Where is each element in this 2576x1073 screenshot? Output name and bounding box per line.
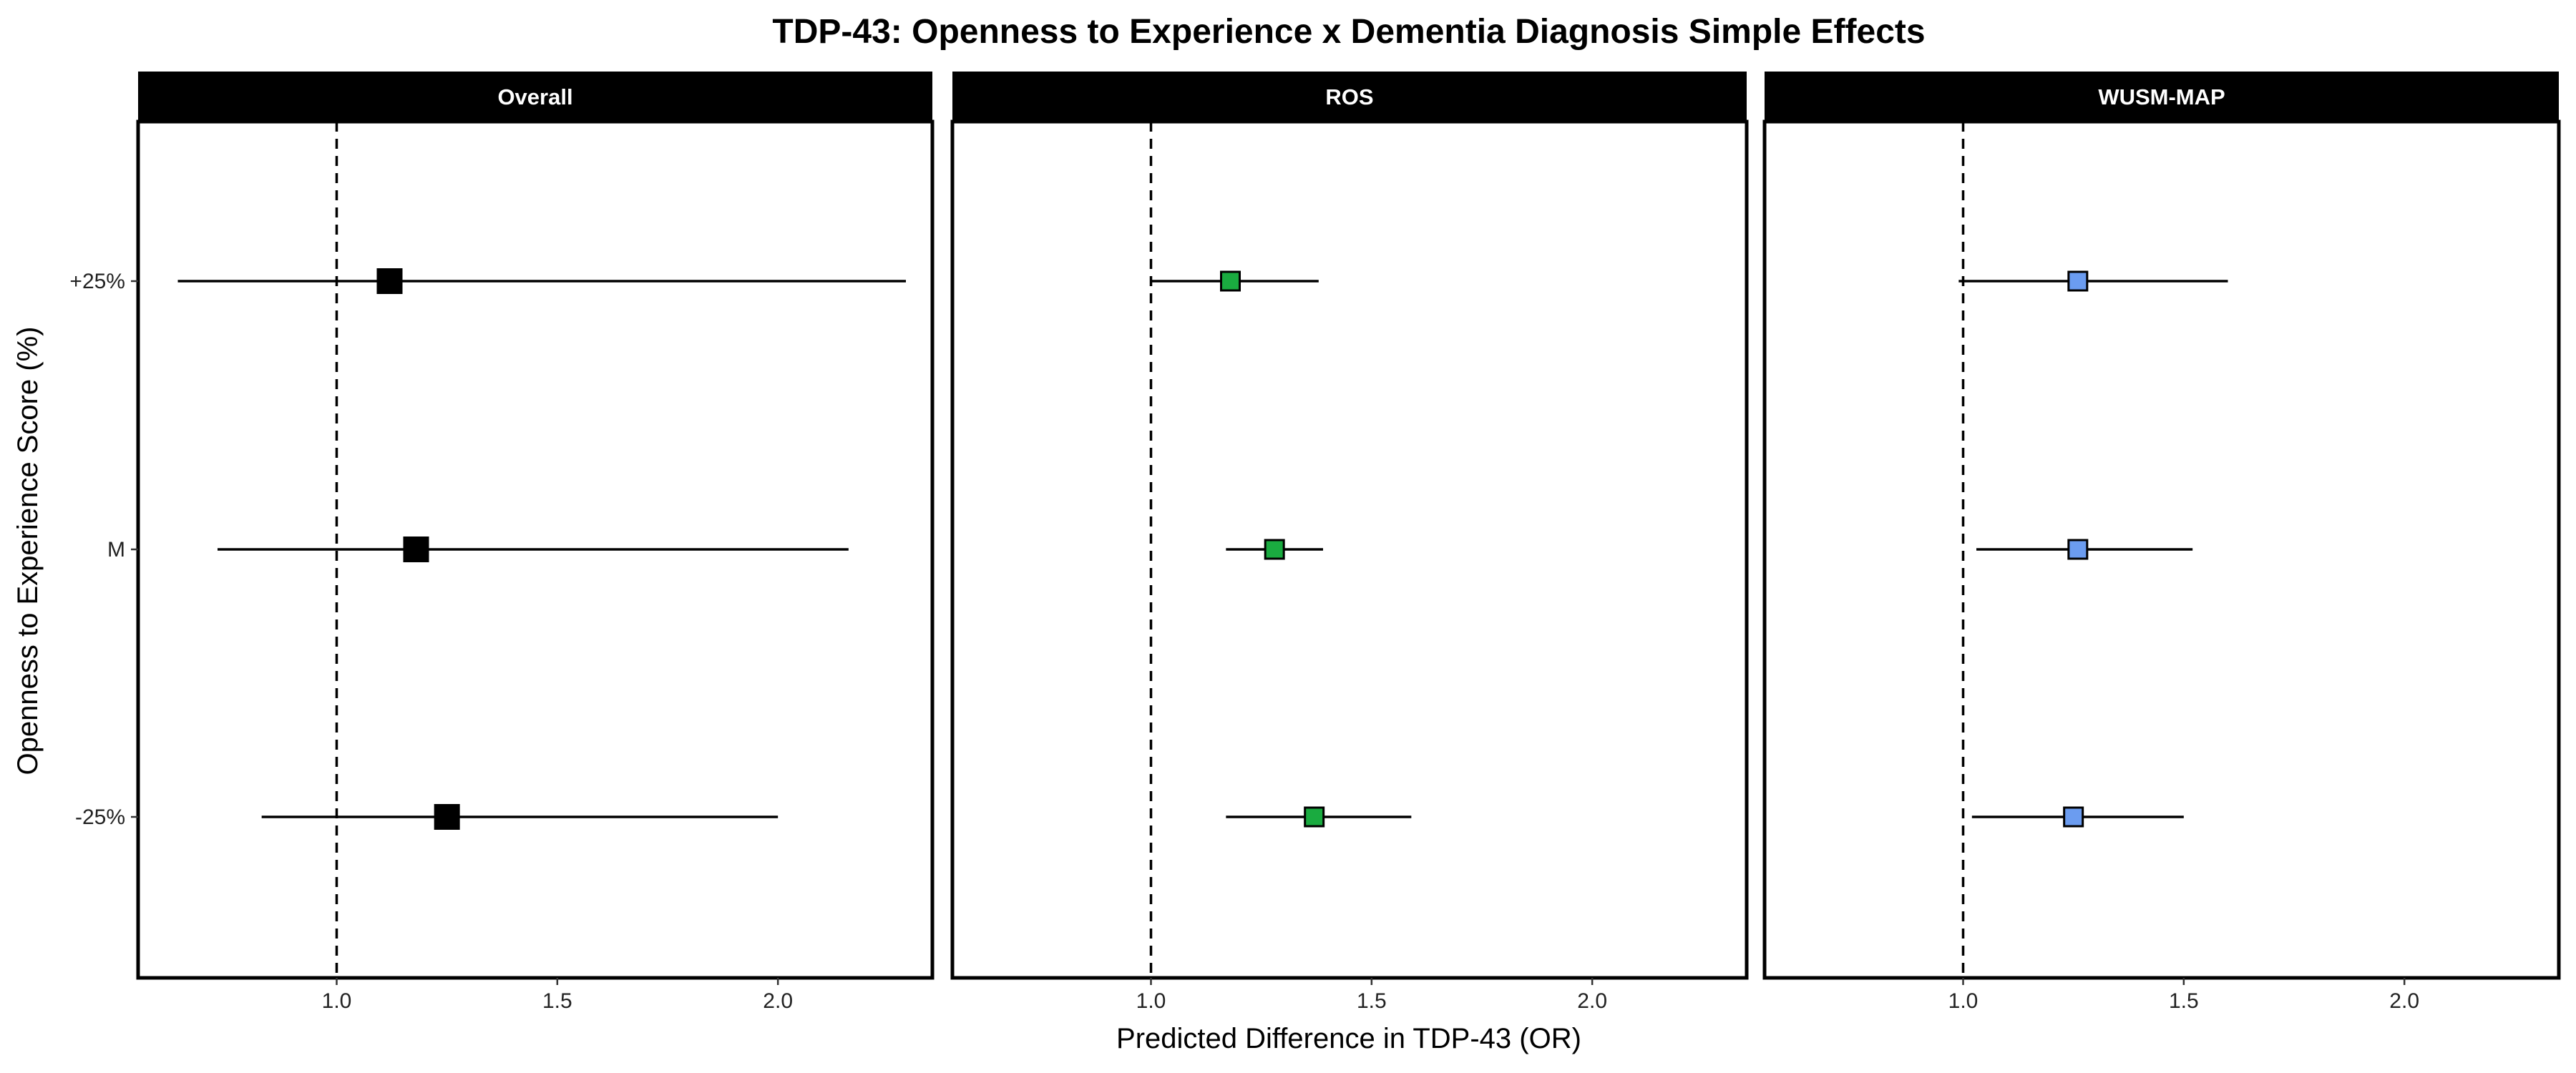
strip-label-overall: Overall (497, 84, 572, 109)
point-wusm-map-minus-25 (2063, 806, 2084, 828)
y-tick-label-plus-25: +25% (69, 270, 125, 293)
x-tick-label-overall: 2.0 (763, 989, 793, 1013)
panel-border-ros (950, 119, 1749, 980)
x-axis-title: Predicted Difference in TDP-43 (OR) (1116, 1023, 1581, 1054)
point-wusm-map-m (2067, 539, 2089, 560)
point-overall-m (403, 536, 429, 562)
x-tick-label-wusm-map: 1.0 (1948, 989, 1979, 1013)
y-axis-title: Openness to Experience Score (%) (12, 327, 44, 775)
panel-ros: ROS 1.0 1.5 2.0 (950, 72, 1749, 1013)
strip-overall (138, 72, 932, 122)
point-overall-plus-25 (376, 268, 403, 294)
point-ros-plus-25 (1220, 270, 1241, 292)
x-tick-label-overall: 1.0 (322, 989, 352, 1013)
panel-border-wusm-map (1762, 119, 2561, 980)
x-tick-label-ros: 1.5 (1357, 989, 1387, 1013)
strip-wusm-map (1765, 72, 2559, 122)
point-wusm-map-plus-25 (2067, 270, 2089, 292)
y-axis: +25% M -25% (69, 270, 138, 829)
x-tick-label-ros: 2.0 (1577, 989, 1607, 1013)
strip-label-ros: ROS (1325, 84, 1373, 109)
strip-label-wusm-map: WUSM-MAP (2098, 84, 2225, 109)
chart-title: TDP-43: Openness to Experience x Dementi… (772, 13, 1925, 51)
x-tick-label-overall: 1.5 (542, 989, 572, 1013)
x-tick-label-wusm-map: 2.0 (2389, 989, 2419, 1013)
point-overall-minus-25 (434, 804, 460, 830)
x-tick-label-wusm-map: 1.5 (2169, 989, 2199, 1013)
y-tick-label-minus-25: -25% (75, 805, 125, 829)
panel-overall: Overall 1.0 1.5 2.0 (136, 72, 935, 1013)
point-ros-m (1264, 539, 1285, 560)
point-ros-minus-25 (1304, 806, 1325, 828)
strip-ros (952, 72, 1747, 122)
x-tick-label-ros: 1.0 (1136, 989, 1166, 1013)
panel-wusm-map: WUSM-MAP 1.0 1.5 2.0 (1762, 72, 2561, 1013)
panels: Overall 1.0 1.5 2.0 ROS 1.0 1.5 2.0 WUSM-MAP 1.0 1… (136, 72, 2561, 1013)
y-tick-label-m: M (107, 538, 125, 562)
